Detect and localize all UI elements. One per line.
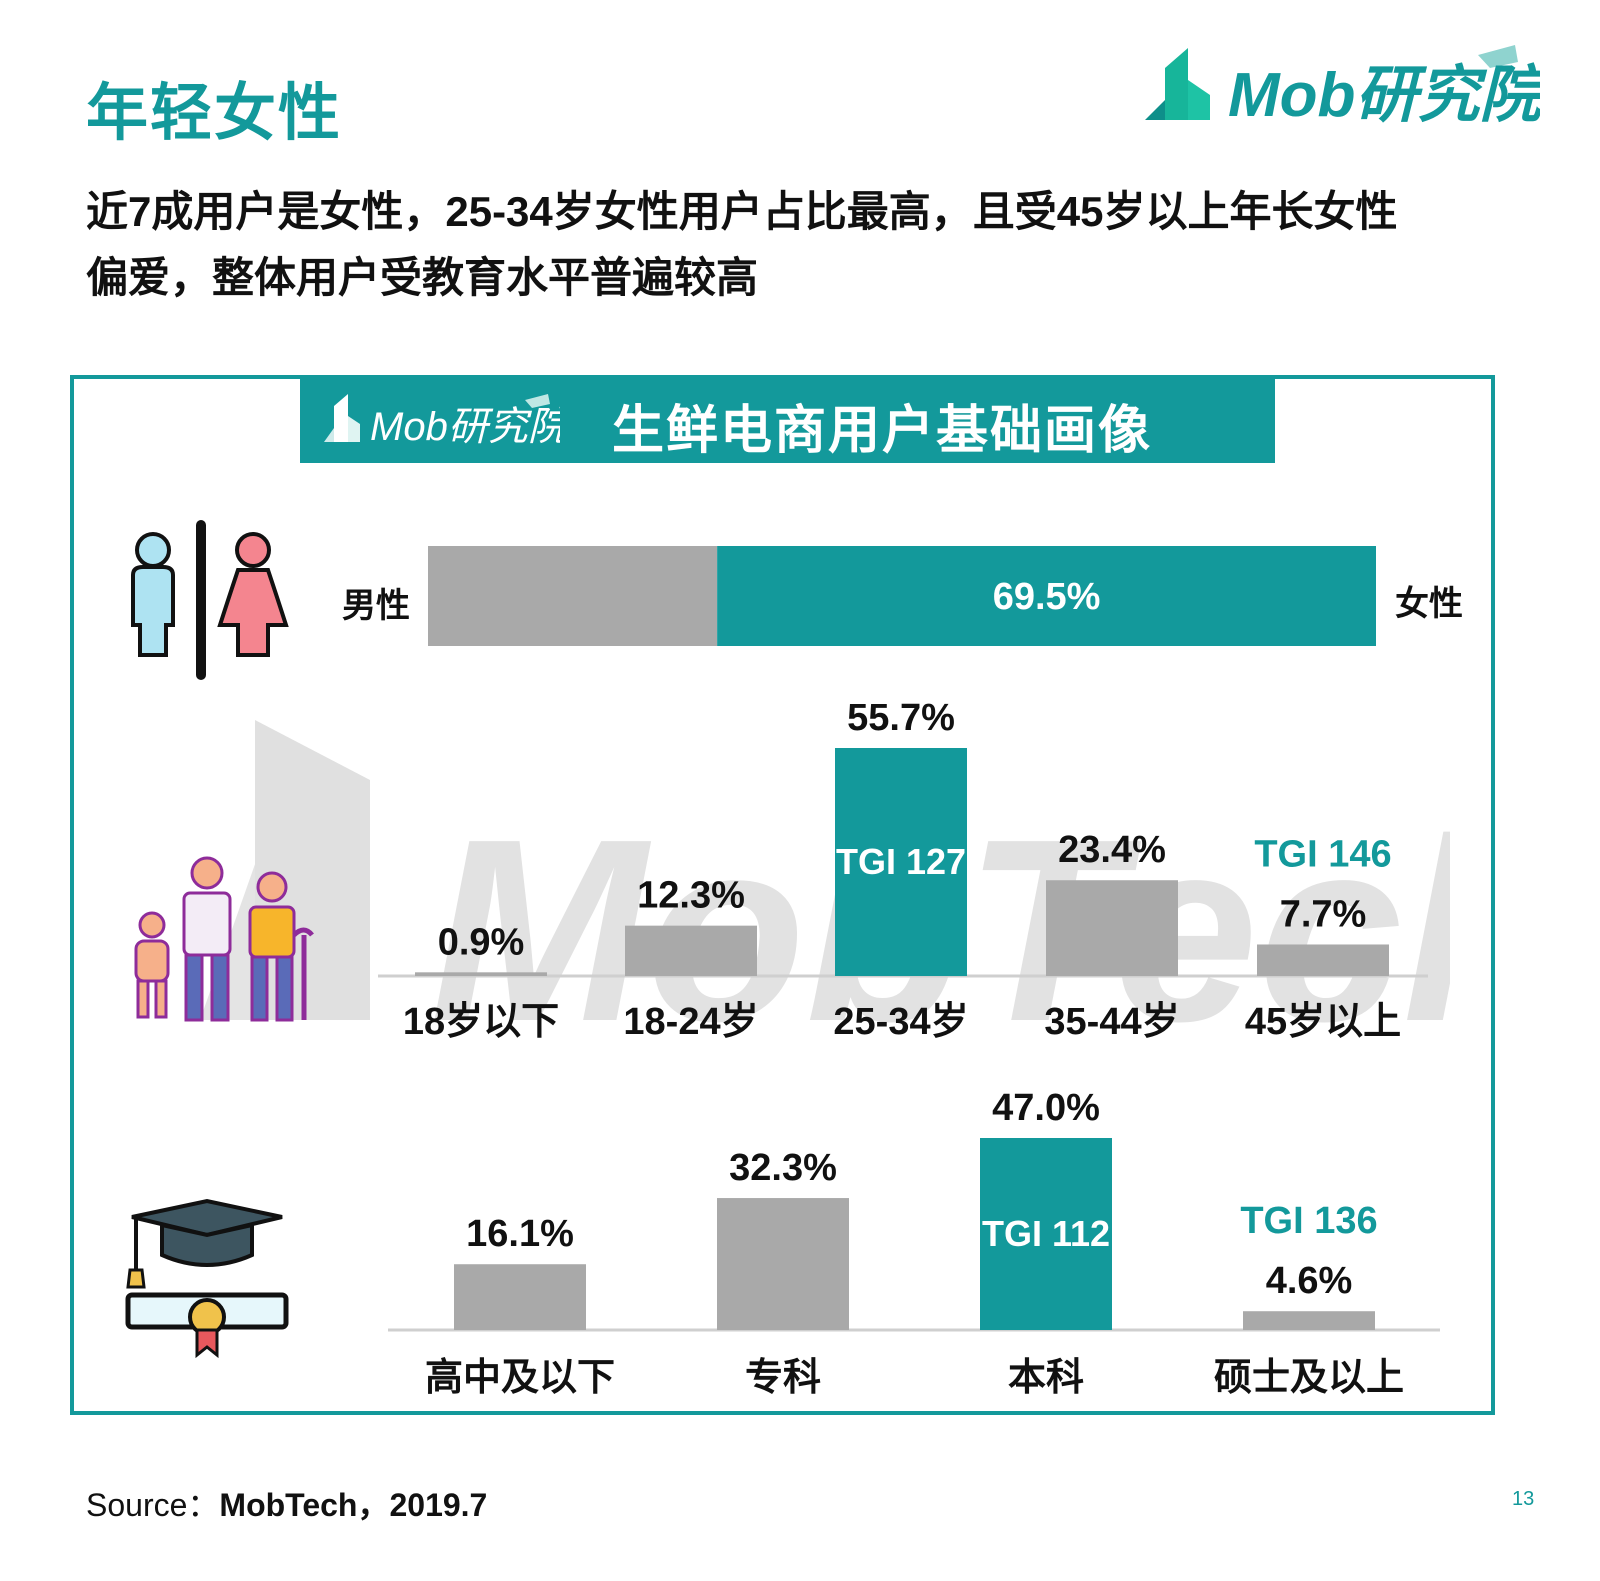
chart2-tgi-label: TGI 112	[982, 1213, 1110, 1254]
chart1-value-label: 23.4%	[1058, 829, 1166, 871]
mob-logo: Mob研究院	[1145, 45, 1540, 130]
chart2-bar-0	[454, 1264, 586, 1330]
panel-banner	[300, 378, 1275, 463]
logo-text: Mob研究院	[1228, 61, 1540, 130]
gender-bar-segment-1	[717, 546, 1376, 646]
chart1-category-label: 25-34岁	[833, 1001, 968, 1043]
gender-bar-segment-0	[428, 546, 718, 646]
graduation-cap-diploma-icon	[125, 1198, 289, 1359]
subtitle-line-2: 偏爱，整体用户受教育水平普遍较高	[86, 254, 759, 301]
gender-right-label: 女性	[1395, 585, 1463, 623]
gender-male-female-icon	[131, 520, 289, 680]
chart2-bar-1	[717, 1198, 849, 1330]
chart2-tgi-label: TGI 136	[1240, 1200, 1377, 1242]
subtitle-line-1: 近7成用户是女性，25-34岁女性用户占比最高，且受45岁以上年长女性	[86, 188, 1398, 235]
family-generations-icon	[134, 856, 314, 1022]
chart1-tgi-label: TGI 127	[836, 841, 966, 882]
chart2-value-label: 47.0%	[992, 1087, 1100, 1129]
source-label: Source：	[86, 1487, 220, 1523]
chart2-category-label: 本科	[1008, 1357, 1084, 1399]
gender-left-label: 男性	[342, 587, 410, 625]
page-title: 年轻女性	[86, 79, 343, 148]
chart2-value-label: 16.1%	[466, 1213, 574, 1255]
chart1-bar-3	[1046, 880, 1178, 976]
chart1-bar-1	[625, 925, 757, 976]
chart1-category-label: 45岁以上	[1245, 1001, 1401, 1043]
chart1-tgi-label: TGI 146	[1254, 833, 1391, 875]
chart1-value-label: 55.7%	[847, 697, 955, 739]
chart2-category-label: 硕士及以上	[1214, 1357, 1404, 1399]
chart1-category-label: 18-24岁	[623, 1001, 758, 1043]
source-note: Source：MobTech，2019.7	[86, 1480, 487, 1526]
chart1-value-label: 7.7%	[1280, 893, 1367, 935]
banner-logo-text: Mob研究院	[370, 405, 560, 449]
chart2-category-label: 专科	[745, 1357, 821, 1399]
chart2-value-label: 4.6%	[1266, 1260, 1353, 1302]
chart2-bar-3	[1243, 1311, 1375, 1330]
chart1-bar-4	[1257, 944, 1389, 976]
chart1-category-label: 18岁以下	[403, 1001, 559, 1043]
chart1-bar-0	[415, 972, 547, 976]
source-value: MobTech，2019.7	[219, 1487, 488, 1523]
banner-title: 生鲜电商用户基础画像	[612, 402, 1153, 460]
chart1-bar-2	[835, 748, 967, 976]
page-number: 13	[1512, 1488, 1535, 1510]
chart2-category-label: 高中及以下	[425, 1357, 615, 1399]
gender-bar-label: 69.5%	[993, 576, 1101, 618]
chart2-bar-2	[980, 1138, 1112, 1330]
banner-mob-logo: Mob研究院	[324, 394, 560, 449]
chart1-category-label: 35-44岁	[1044, 1001, 1179, 1043]
profile-panel	[70, 375, 1495, 1415]
chart1-value-label: 12.3%	[637, 875, 745, 917]
chart1-value-label: 0.9%	[438, 921, 525, 963]
chart2-value-label: 32.3%	[729, 1147, 837, 1189]
